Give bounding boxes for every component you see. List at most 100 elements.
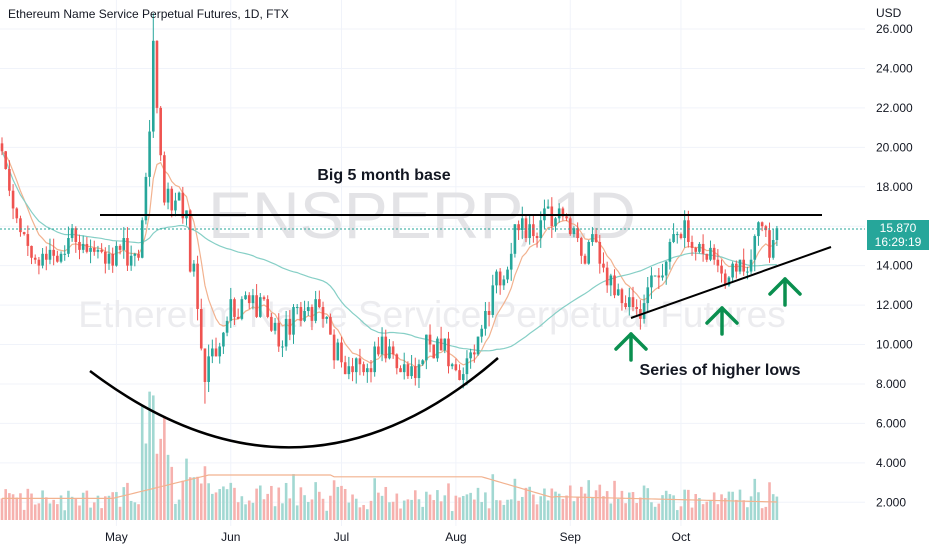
volume-bar: [4, 489, 7, 520]
price-tick-label: 8.000: [876, 377, 906, 391]
candle-body: [163, 155, 166, 203]
candle-body: [351, 366, 354, 373]
candle-body: [59, 253, 63, 262]
candle-body: [41, 253, 44, 266]
candle-body: [19, 218, 22, 233]
volume-bar: [295, 505, 299, 520]
base-label: Big 5 month base: [317, 167, 450, 184]
candle-body: [436, 338, 439, 359]
candle-body: [240, 299, 244, 319]
volume-bar: [380, 495, 384, 520]
volume-bar: [543, 488, 546, 520]
candle-body: [118, 245, 122, 250]
price-tick-label: 12.000: [876, 298, 913, 312]
volume-bar: [122, 487, 126, 520]
candle-body: [687, 220, 690, 242]
candle-body: [631, 297, 635, 308]
candle-body: [657, 275, 661, 278]
volume-ma-line: [2, 474, 777, 503]
volume-bar: [495, 500, 498, 520]
volume-bar: [727, 491, 731, 520]
candle-body: [225, 320, 229, 333]
candle-body: [520, 218, 524, 231]
candle-body: [664, 261, 668, 276]
price-axis[interactable]: USD 2.000 4.000 6.000 8.000 10.000 12.000 14.0…: [876, 6, 913, 509]
time-tick-label: Jun: [221, 530, 240, 544]
volume-bar: [111, 492, 114, 520]
volume-bar: [358, 507, 362, 520]
candle-body: [450, 364, 454, 367]
volume-bar: [753, 478, 757, 520]
volume-bar: [628, 492, 631, 520]
candle-body: [768, 230, 771, 258]
candle-body: [480, 328, 483, 337]
candle-body: [613, 275, 616, 296]
candle-body: [642, 303, 646, 319]
volume-bar: [148, 391, 151, 520]
candle-body: [723, 273, 727, 286]
volume-bar: [104, 496, 107, 520]
candle-body: [251, 295, 255, 304]
candle-body: [89, 247, 92, 252]
time-axis[interactable]: May Jun Jul Aug Sep Oct: [105, 530, 691, 544]
volume-bar: [89, 507, 92, 520]
candle-body: [44, 253, 48, 260]
volume-bar: [550, 488, 554, 520]
candle-body: [15, 208, 19, 219]
volume-bar: [170, 466, 174, 520]
volume-bar: [406, 499, 410, 520]
price-tick-label: 26.000: [876, 22, 913, 36]
candle-body: [705, 253, 709, 260]
candle-body: [262, 297, 266, 300]
candle-body: [602, 263, 605, 268]
price-tick-label: 2.000: [876, 495, 906, 509]
volume-bar: [539, 496, 543, 520]
candle-body: [735, 263, 738, 272]
candle-body: [373, 346, 376, 373]
candle-body: [428, 334, 432, 345]
volume-bar: [735, 499, 738, 520]
candle-body: [749, 259, 753, 272]
candle-body: [771, 240, 775, 258]
candle-body: [425, 334, 428, 361]
candle-body: [469, 352, 472, 359]
candle-body: [354, 358, 358, 373]
volume-bar: [292, 474, 295, 520]
candle-body: [22, 232, 26, 235]
time-tick-label: May: [105, 530, 128, 544]
volume-bar: [668, 494, 672, 520]
volume-bar: [454, 495, 458, 520]
volume-bar: [273, 506, 277, 520]
volume-bar: [96, 495, 100, 520]
volume-bar: [207, 483, 210, 520]
volume-bar: [679, 506, 683, 520]
candle-body: [8, 169, 11, 191]
volume-bar: [635, 503, 638, 520]
volume-bar: [436, 490, 439, 520]
candle-body: [318, 299, 321, 308]
candle-body: [524, 218, 528, 239]
candle-body: [624, 303, 627, 308]
volume-bar: [366, 509, 369, 520]
candle-body: [598, 241, 602, 264]
volume-bars: [0, 391, 779, 520]
volume-bar: [395, 493, 399, 520]
volume-bar: [480, 501, 483, 520]
candle-body: [554, 218, 557, 227]
candle-body: [174, 200, 177, 211]
volume-bar: [513, 478, 517, 520]
volume-bar: [163, 416, 166, 520]
currency-label: USD: [876, 6, 902, 20]
volume-bar: [218, 489, 222, 520]
candle-body: [100, 249, 103, 252]
volume-bar: [517, 500, 520, 520]
candle-body: [111, 253, 114, 266]
volume-bar: [133, 502, 137, 520]
candle-body: [620, 289, 624, 304]
candle-body: [85, 243, 89, 252]
candle-body: [366, 368, 369, 373]
volume-bar: [417, 499, 421, 520]
volume-bar: [605, 491, 609, 520]
volume-bar: [310, 499, 314, 520]
